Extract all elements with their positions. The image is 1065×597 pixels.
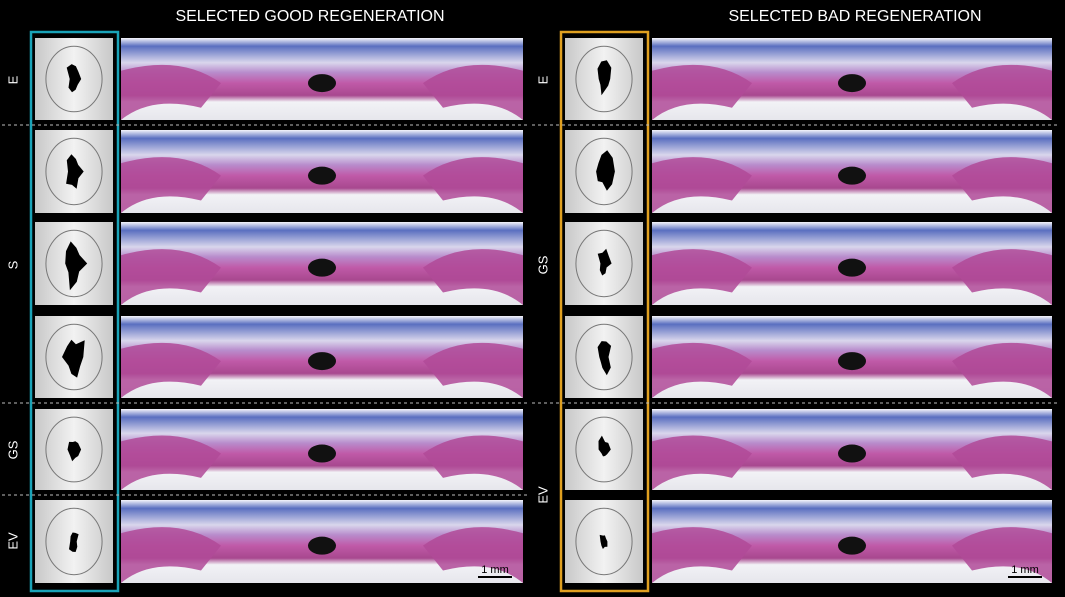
group-frame <box>559 30 650 593</box>
sinus <box>838 444 866 463</box>
skull-outline <box>45 45 103 113</box>
sinus <box>308 258 336 277</box>
row-labels: E S GS EV E GS EV <box>5 75 550 549</box>
defect <box>599 534 608 549</box>
bone-end <box>121 157 221 213</box>
sinus <box>308 352 336 371</box>
bone-end <box>121 342 221 398</box>
bone-end <box>121 249 221 305</box>
sinus <box>308 444 336 463</box>
scale-bar-label: 1 mm <box>1011 564 1039 576</box>
skull-outline <box>45 507 103 576</box>
bone-end <box>952 157 1052 213</box>
defect <box>65 241 88 291</box>
skull-outline <box>45 137 103 206</box>
row-label: EV <box>535 486 550 504</box>
dividers <box>2 124 1060 496</box>
sinus <box>838 352 866 371</box>
row-label: GS <box>5 440 20 459</box>
defect <box>69 532 79 552</box>
bone-end <box>952 64 1052 120</box>
row-label: E <box>5 75 20 84</box>
defect <box>67 441 82 462</box>
bone-end <box>952 435 1052 490</box>
sinus <box>838 166 866 185</box>
skull-outline <box>575 323 633 391</box>
defect <box>596 150 615 191</box>
skull-outline <box>575 229 633 298</box>
skull-outline <box>45 323 103 391</box>
row-label: EV <box>5 532 20 550</box>
bone-end <box>423 157 523 213</box>
sinus <box>308 166 336 185</box>
defect <box>598 435 611 457</box>
group-frame <box>29 30 120 593</box>
bone-end <box>423 64 523 120</box>
bone-end <box>423 435 523 490</box>
sinus <box>838 74 866 93</box>
scale-bar-label: 1 mm <box>481 564 509 576</box>
bone-end <box>652 249 752 305</box>
defect <box>597 248 612 276</box>
bone-end <box>121 64 221 120</box>
defect <box>597 60 612 96</box>
bone-end <box>121 527 221 583</box>
sinus <box>838 536 866 555</box>
bone-end <box>121 435 221 490</box>
bone-end <box>652 435 752 490</box>
skull-outline <box>45 416 103 483</box>
row-label: S <box>5 260 20 269</box>
panel-title: SELECTED BAD REGENERATION <box>728 8 981 25</box>
defect <box>597 341 612 376</box>
sinus <box>308 74 336 93</box>
sinus <box>308 536 336 555</box>
bone-end <box>423 527 523 583</box>
sinus <box>838 258 866 277</box>
skull-outline <box>575 416 633 483</box>
bone-end <box>423 249 523 305</box>
bone-end <box>423 342 523 398</box>
skull-outline <box>575 507 633 576</box>
bone-end <box>952 527 1052 583</box>
panel-title: SELECTED GOOD REGENERATION <box>175 8 444 25</box>
defect <box>62 339 85 378</box>
defect <box>66 154 84 189</box>
skull-outline <box>575 137 633 206</box>
skull-outline <box>575 45 633 113</box>
panels <box>35 38 1052 583</box>
defect <box>66 64 82 93</box>
bone-end <box>652 527 752 583</box>
bone-end <box>652 342 752 398</box>
bone-end <box>952 342 1052 398</box>
row-label: E <box>535 75 550 84</box>
bone-end <box>952 249 1052 305</box>
skull-outline <box>45 229 103 298</box>
row-label: GS <box>535 255 550 274</box>
bone-end <box>652 157 752 213</box>
bone-end <box>652 64 752 120</box>
